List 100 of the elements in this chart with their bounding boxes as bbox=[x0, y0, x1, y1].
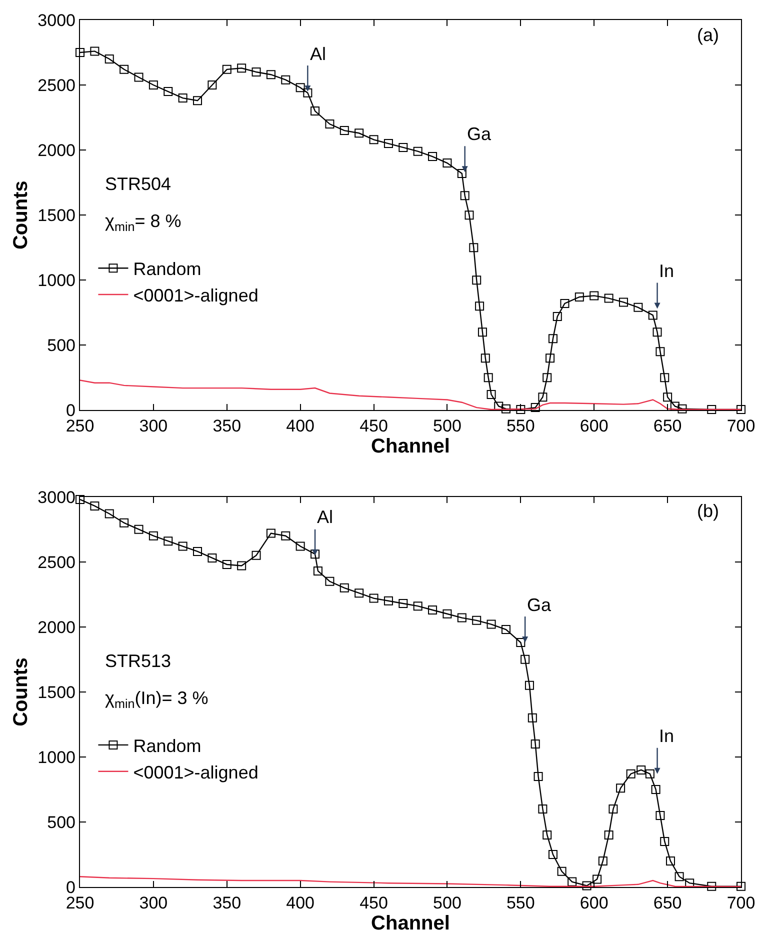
point bbox=[707, 882, 716, 891]
point bbox=[252, 550, 261, 560]
point bbox=[616, 784, 626, 793]
point bbox=[582, 881, 592, 890]
x-tick-label: 600 bbox=[580, 894, 608, 912]
point bbox=[626, 769, 636, 778]
y-tick-label: 3000 bbox=[38, 488, 76, 507]
x-axis-title: Channel bbox=[371, 436, 450, 458]
x-tick-label: 350 bbox=[212, 894, 242, 912]
point bbox=[604, 830, 614, 840]
y-tick-label: 1500 bbox=[38, 682, 76, 702]
y-tick-label: 1000 bbox=[38, 748, 76, 767]
point bbox=[134, 524, 144, 534]
x-tick-label: 600 bbox=[580, 416, 608, 436]
y-tick-label: 500 bbox=[47, 812, 76, 832]
point bbox=[548, 850, 558, 859]
point bbox=[516, 638, 526, 648]
annotation: Ga bbox=[527, 595, 552, 615]
annotation: Ga bbox=[467, 124, 492, 144]
point bbox=[222, 560, 232, 569]
x-tick-label: 550 bbox=[506, 416, 535, 436]
point bbox=[384, 596, 393, 606]
x-axis-title: Channel bbox=[371, 912, 450, 934]
y-tick-label: 500 bbox=[47, 336, 76, 356]
point bbox=[608, 804, 618, 814]
y-tick-label: 1500 bbox=[38, 206, 76, 226]
point bbox=[325, 576, 334, 586]
y-axis-title: Counts bbox=[10, 180, 32, 250]
point bbox=[674, 872, 684, 882]
point bbox=[486, 620, 496, 629]
y-tick-label: 1000 bbox=[38, 271, 76, 290]
point bbox=[313, 566, 322, 576]
point bbox=[598, 856, 608, 866]
point bbox=[524, 680, 534, 690]
point bbox=[178, 542, 188, 551]
point bbox=[340, 583, 349, 592]
annotation: (a) bbox=[697, 25, 719, 45]
point bbox=[164, 536, 173, 546]
annotation: In bbox=[659, 726, 674, 746]
x-tick-label: 450 bbox=[360, 894, 388, 912]
point bbox=[530, 739, 540, 748]
point bbox=[520, 654, 530, 664]
y-tick-label: 2500 bbox=[38, 76, 76, 95]
y-tick-label: 2000 bbox=[38, 141, 76, 160]
point bbox=[266, 528, 276, 538]
y-tick-label: 3000 bbox=[38, 10, 76, 30]
legend-label: <0001>-aligned bbox=[133, 762, 258, 782]
x-tick-label: 650 bbox=[653, 894, 682, 912]
point bbox=[398, 598, 408, 608]
point bbox=[193, 546, 202, 556]
legend-label: Random bbox=[133, 259, 202, 280]
y-axis-title: Counts bbox=[10, 657, 32, 726]
annotation: Al bbox=[310, 44, 326, 64]
point bbox=[310, 550, 320, 559]
x-tick-label: 500 bbox=[433, 416, 462, 436]
annotation: STR504 bbox=[105, 174, 172, 194]
point bbox=[354, 588, 364, 598]
annotation: (b) bbox=[697, 501, 719, 521]
point bbox=[208, 553, 217, 562]
x-tick-label: 500 bbox=[433, 894, 462, 912]
point bbox=[538, 804, 548, 814]
point bbox=[660, 836, 670, 846]
legend-label: Random bbox=[133, 736, 202, 756]
y-tick-label: 2500 bbox=[38, 552, 76, 572]
point bbox=[736, 882, 746, 891]
point bbox=[542, 830, 552, 840]
point bbox=[148, 531, 158, 540]
annotation: χ$_{min}$= 8 % bbox=[105, 211, 182, 234]
x-tick-label: 350 bbox=[212, 416, 242, 436]
annotation: STR513 bbox=[105, 651, 172, 671]
point bbox=[120, 518, 129, 528]
point bbox=[501, 625, 510, 634]
point bbox=[76, 494, 84, 504]
point bbox=[413, 602, 422, 611]
y-tick-label: 2000 bbox=[38, 618, 76, 637]
point bbox=[369, 594, 378, 603]
annotation: In bbox=[659, 261, 674, 281]
x-tick-label: 300 bbox=[139, 416, 168, 436]
point bbox=[428, 605, 438, 614]
annotation: Al bbox=[317, 507, 334, 527]
point bbox=[666, 856, 675, 866]
point bbox=[568, 877, 577, 886]
x-tick-label: 300 bbox=[139, 894, 168, 912]
point bbox=[592, 874, 602, 884]
x-tick-label: 650 bbox=[653, 416, 682, 436]
x-tick-label: 400 bbox=[286, 894, 315, 912]
point bbox=[636, 765, 646, 774]
point bbox=[104, 509, 114, 518]
x-tick-label: 400 bbox=[286, 416, 315, 436]
x-tick-label: 700 bbox=[726, 894, 756, 912]
x-tick-label: 700 bbox=[726, 416, 756, 436]
point bbox=[90, 501, 100, 510]
point bbox=[645, 769, 654, 778]
point bbox=[296, 542, 305, 551]
point bbox=[528, 713, 537, 722]
point bbox=[237, 561, 246, 570]
annotation: χ$_{min}$(In)= 3 % bbox=[105, 688, 208, 711]
point bbox=[656, 810, 665, 820]
point bbox=[457, 613, 466, 622]
point bbox=[651, 784, 660, 794]
